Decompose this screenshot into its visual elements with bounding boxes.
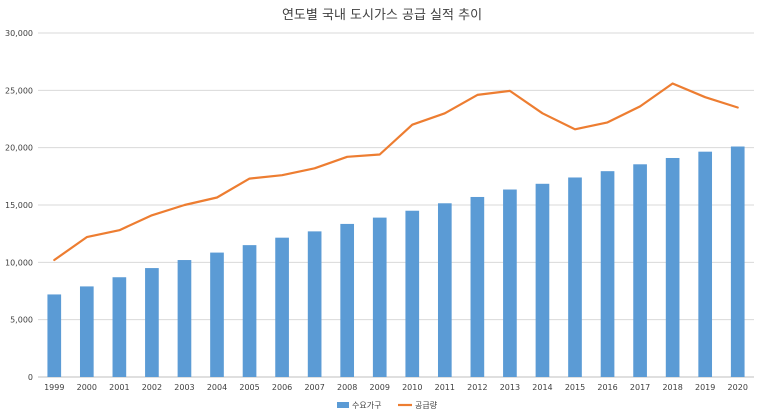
x-tick-label: 1999 [44,383,64,392]
bar [210,252,224,377]
bar [730,146,745,377]
x-tick-label: 2006 [272,383,292,392]
x-tick-label: 2001 [109,383,129,392]
x-tick-label: 2005 [239,383,259,392]
x-axis-tick-labels: 1999 2000 2001 2002 2003 2004 2005 2006 2007 2008… [44,383,748,392]
bar [535,183,550,377]
bar [698,151,713,377]
x-tick-label: 2009 [370,383,390,392]
x-tick-label: 2013 [500,383,520,392]
bar [112,277,127,377]
legend-swatch-bar [337,402,349,408]
legend-label: 수요가구 [352,401,381,410]
y-tick-label: 25,000 [5,86,33,95]
y-tick-label: 10,000 [5,258,33,267]
bar [340,223,355,377]
legend-label: 공급량 [415,400,438,410]
x-tick-label: 2017 [630,383,650,392]
bar-series-layer [47,146,745,377]
x-tick-label: 2019 [695,383,715,392]
chart-title: 연도별 국내 도시가스 공급 실적 추이 [282,8,482,23]
y-tick-label: 5,000 [10,316,33,325]
x-tick-label: 2003 [174,383,194,392]
bar [503,189,517,377]
bar [177,260,192,377]
x-tick-label: 2016 [597,383,617,392]
series-line-공급량 [53,82,739,262]
x-tick-label: 2008 [337,383,357,392]
bar [372,217,387,377]
bar [47,294,62,377]
bar [79,286,94,377]
bar [437,203,452,377]
x-tick-label: 2014 [532,383,552,392]
x-tick-label: 2004 [207,383,227,392]
bar [145,268,159,377]
bar [242,245,257,377]
x-tick-label: 2018 [662,383,682,392]
x-tick-label: 2020 [728,383,748,392]
line-series-layer [53,82,739,262]
bar [405,210,420,377]
y-tick-label: 0 [28,373,33,382]
bar [307,231,322,377]
x-tick-label: 2002 [142,383,162,392]
bar [275,237,289,377]
bar [470,196,485,377]
bar [568,177,582,377]
y-axis-tick-labels: 0 5,000 10,000 15,000 20,000 25,000 30,000 [5,29,33,382]
x-tick-label: 2012 [467,383,487,392]
x-tick-label: 2015 [565,383,585,392]
x-tick-label: 2011 [435,383,455,392]
bar [600,171,615,377]
x-tick-label: 2000 [77,383,97,392]
legend: 수요가구 공급량 [337,400,438,410]
y-tick-label: 15,000 [5,201,33,210]
bar [633,164,647,377]
bar [665,157,680,377]
x-tick-label: 2007 [304,383,324,392]
x-tick-label: 2010 [402,383,422,392]
y-tick-label: 20,000 [5,144,33,153]
y-tick-label: 30,000 [5,29,33,38]
